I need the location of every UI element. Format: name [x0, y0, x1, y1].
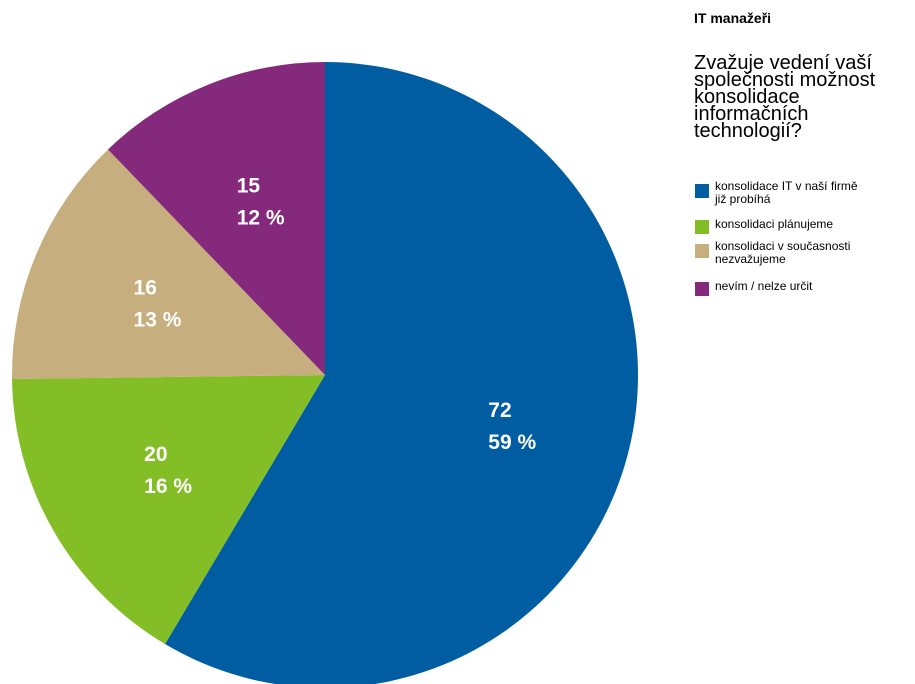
pie-slice: [12, 375, 326, 645]
slice-value-label: 20: [144, 443, 167, 466]
pie-slice: [11, 149, 325, 379]
legend-swatch: [695, 282, 709, 296]
pie-chart: 72 59 % 20 16 % 16 13 % 15 12 %: [11, 61, 638, 684]
panel-header: IT manažeři: [694, 10, 772, 26]
pie-slice: [165, 62, 638, 684]
slice-percent-label: 59 %: [488, 431, 536, 454]
slice-percent-label: 16 %: [144, 475, 192, 498]
legend-label: konsolidace IT v naší firmě již probíhá: [715, 179, 858, 206]
legend-swatch: [695, 220, 709, 234]
pie-slice: [107, 61, 325, 375]
slice-percent-label: 13 %: [134, 309, 182, 332]
chart-title: Zvažuje vedení vaší společnosti možnost …: [694, 52, 876, 142]
slice-value-label: 15: [237, 175, 261, 198]
legend-swatch: [695, 184, 709, 198]
slice-value-label: 16: [134, 277, 157, 300]
slice-value-label: 72: [488, 399, 511, 422]
legend-label: konsolidaci v současnosti nezvažujeme: [715, 239, 851, 266]
slice-percent-label: 12 %: [237, 207, 285, 230]
legend-label: nevím / nelze určit: [715, 279, 813, 293]
legend-swatch: [695, 244, 709, 258]
legend-label: konsolidaci plánujeme: [715, 217, 834, 231]
